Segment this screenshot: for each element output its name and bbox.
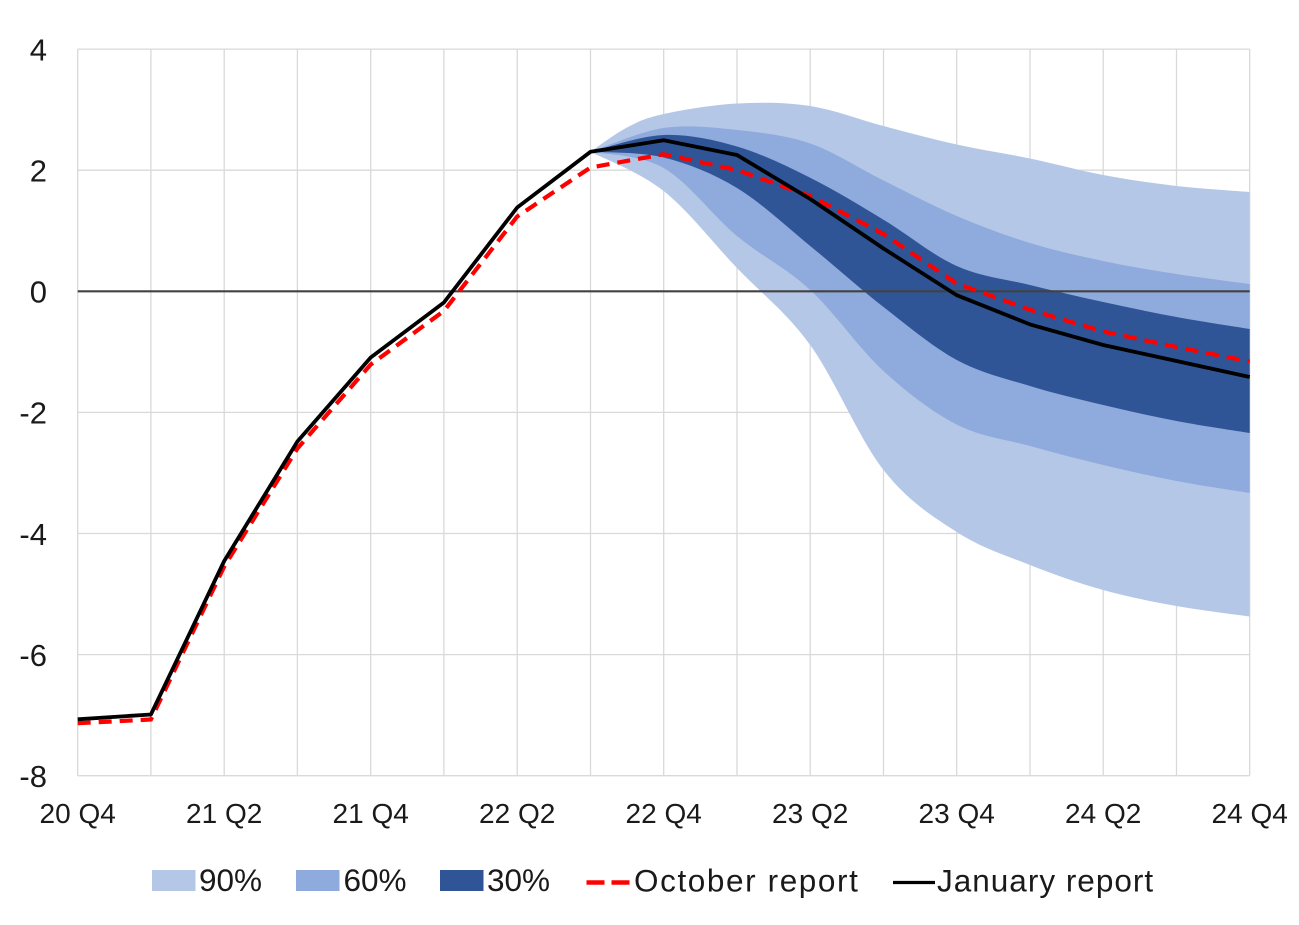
svg-text:21 Q4: 21 Q4 [333, 798, 409, 829]
svg-text:23 Q2: 23 Q2 [772, 798, 848, 829]
svg-text:-6: -6 [19, 638, 47, 673]
svg-text:January report: January report [937, 863, 1154, 899]
svg-text:90%: 90% [199, 862, 262, 898]
svg-text:30%: 30% [487, 862, 550, 898]
svg-text:-8: -8 [19, 759, 47, 794]
svg-text:60%: 60% [344, 862, 407, 898]
svg-text:-4: -4 [19, 517, 47, 552]
svg-text:0: 0 [30, 275, 47, 310]
svg-text:-2: -2 [19, 396, 47, 431]
svg-text:21 Q2: 21 Q2 [186, 798, 262, 829]
svg-text:24 Q2: 24 Q2 [1065, 798, 1141, 829]
svg-text:24 Q4: 24 Q4 [1212, 798, 1288, 829]
svg-text:23 Q4: 23 Q4 [919, 798, 995, 829]
svg-text:22 Q4: 22 Q4 [626, 798, 702, 829]
svg-text:2: 2 [30, 154, 47, 189]
svg-text:October report: October report [634, 863, 860, 899]
svg-text:4: 4 [30, 32, 47, 67]
svg-text:20 Q4: 20 Q4 [40, 798, 116, 829]
svg-text:22 Q2: 22 Q2 [479, 798, 555, 829]
